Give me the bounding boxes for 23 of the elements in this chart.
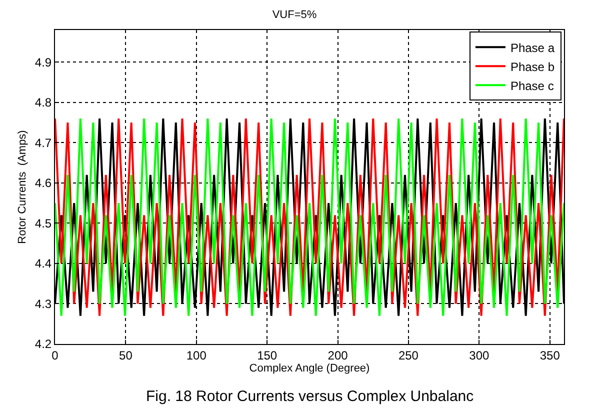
y-tick-label: 4.6	[34, 176, 52, 190]
x-tick-label: 100	[186, 348, 207, 362]
y-tick-label: 4.3	[34, 296, 52, 311]
x-tick-label: 150	[257, 348, 278, 362]
y-tick-label: 4.5	[34, 216, 52, 230]
x-tick-label: 250	[398, 348, 419, 362]
x-tick-label: 0	[52, 348, 59, 362]
legend-label: Phase a	[510, 40, 555, 55]
legend-label: Phase c	[510, 78, 554, 93]
x-axis-title: Complex Angle (Degree)	[249, 362, 370, 375]
chart-title: VUF=5%	[272, 9, 317, 22]
y-tick-label: 4.7	[34, 136, 52, 150]
x-tick-label: 350	[540, 348, 560, 362]
y-axis-title: Rotor Currents (Amps)	[16, 130, 29, 244]
y-tick-label: 4.9	[34, 55, 52, 70]
y-tick-label: 4.2	[34, 337, 52, 352]
x-tick-label: 200	[328, 348, 348, 362]
legend-label: Phase b	[510, 60, 555, 74]
y-tick-label: 4.8	[34, 96, 52, 110]
x-tick-label: 50	[119, 348, 133, 362]
y-tick-label: 4.4	[34, 256, 52, 271]
x-tick-label: 300	[469, 348, 490, 362]
caption: Fig. 18 Rotor Currents versus Complex Unbalanc	[146, 388, 474, 405]
